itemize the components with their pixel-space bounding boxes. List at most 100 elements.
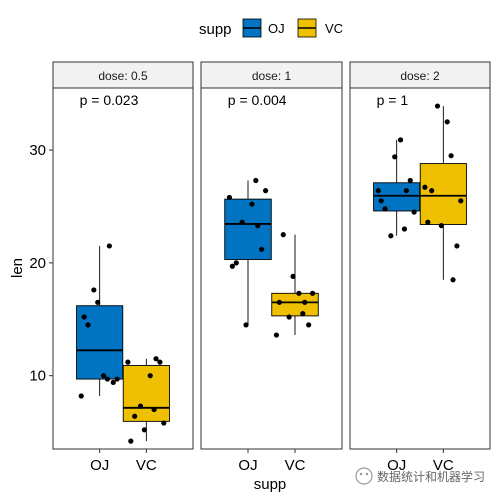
data-point (454, 243, 460, 249)
data-point (226, 194, 233, 201)
facet-strip-label: dose: 2 (400, 69, 440, 83)
data-point (411, 209, 417, 215)
y-axis: 10 20 30 (29, 142, 53, 385)
x-tick-label-oj: OJ (238, 457, 257, 474)
data-point (128, 438, 134, 444)
facet-2: dose: 1 p = 0.004 OJ VC (200, 61, 343, 474)
x-axis-title: supp (254, 476, 287, 493)
data-point (397, 137, 404, 143)
wechat-logo-icon-inner-2 (365, 472, 369, 476)
data-point (249, 201, 255, 207)
data-point (388, 233, 394, 239)
box-group-vc (271, 232, 319, 338)
box-group-oj (224, 177, 272, 328)
data-point (157, 359, 163, 365)
data-point (392, 154, 398, 160)
data-point (229, 263, 235, 269)
data-point (280, 232, 286, 238)
data-point (91, 287, 97, 293)
data-point (444, 119, 450, 125)
p-value-label: p = 1 (377, 92, 409, 108)
data-point (95, 299, 101, 305)
data-point (403, 188, 409, 194)
data-point (259, 246, 265, 252)
y-tick-label-10: 10 (29, 368, 46, 385)
data-point (438, 223, 444, 229)
legend-label-oj: OJ (268, 21, 285, 36)
data-point (132, 413, 138, 419)
data-point (137, 403, 144, 409)
data-point (255, 223, 261, 229)
data-point (141, 427, 147, 433)
x-tick-label-vc: VC (433, 457, 454, 474)
legend-key-vc: VC (297, 18, 343, 38)
x-tick-label-oj: OJ (387, 457, 406, 474)
data-point (253, 177, 259, 184)
data-point (151, 406, 157, 413)
facet-strip (200, 61, 343, 89)
facets: dose: 0.5 p = 0.023 OJ VC dose: 1 p = 0.004 OJ… (52, 61, 491, 474)
x-tick-label-vc: VC (285, 457, 306, 474)
box-group-vc (122, 356, 170, 444)
box-group-vc (419, 103, 467, 283)
data-point (458, 198, 464, 204)
wechat-logo-icon (355, 467, 373, 485)
data-point (378, 198, 384, 204)
data-point (448, 153, 454, 159)
data-point (306, 322, 312, 328)
data-point (296, 290, 302, 296)
data-point (81, 314, 87, 320)
data-point (85, 322, 91, 328)
data-point (161, 420, 167, 426)
box (419, 163, 467, 225)
box-group-oj (76, 243, 124, 399)
data-point (309, 290, 316, 296)
box (271, 292, 319, 317)
facet-3: dose: 2 p = 1 OJ VC (349, 61, 491, 474)
data-point (290, 273, 296, 279)
data-point (302, 299, 308, 305)
data-point (239, 219, 245, 225)
x-tick-label-oj: OJ (90, 457, 109, 474)
facet-1: dose: 0.5 p = 0.023 OJ VC (52, 61, 194, 474)
data-point (262, 188, 269, 194)
watermark-text: 数据统计和机器学习 (377, 469, 485, 484)
data-point (110, 379, 116, 386)
y-tick-label-30: 30 (29, 142, 46, 159)
data-point (382, 206, 388, 212)
wechat-logo-icon-inner (359, 472, 363, 476)
y-tick-label-20: 20 (29, 255, 46, 272)
p-value-label: p = 0.004 (228, 92, 287, 108)
p-value-label: p = 0.023 (80, 92, 139, 108)
data-point (104, 376, 111, 382)
data-point (450, 277, 456, 283)
data-point (425, 219, 431, 225)
data-point (100, 373, 107, 379)
data-point (233, 260, 239, 266)
data-point (276, 299, 282, 305)
watermark: 数据统计和机器学习 (355, 467, 485, 485)
box (122, 365, 170, 422)
facet-strip-label: dose: 1 (252, 69, 292, 83)
data-point (375, 188, 381, 194)
data-point (147, 373, 153, 379)
box-group-oj (373, 137, 421, 239)
legend-label-vc: VC (325, 21, 343, 36)
data-point (429, 188, 435, 194)
data-point (434, 103, 441, 109)
y-axis-title: len (9, 258, 26, 278)
legend-title: supp (199, 21, 232, 38)
box (373, 182, 421, 212)
data-point (114, 376, 120, 382)
data-point (243, 322, 249, 328)
data-point (273, 332, 280, 338)
data-point (407, 177, 413, 184)
data-point (153, 356, 159, 362)
x-tick-label-vc: VC (136, 457, 157, 474)
legend-key-oj: OJ (242, 18, 285, 38)
data-point (78, 393, 84, 399)
legend: supp OJ VC (199, 18, 343, 38)
data-point (401, 226, 408, 232)
data-point (422, 184, 428, 190)
